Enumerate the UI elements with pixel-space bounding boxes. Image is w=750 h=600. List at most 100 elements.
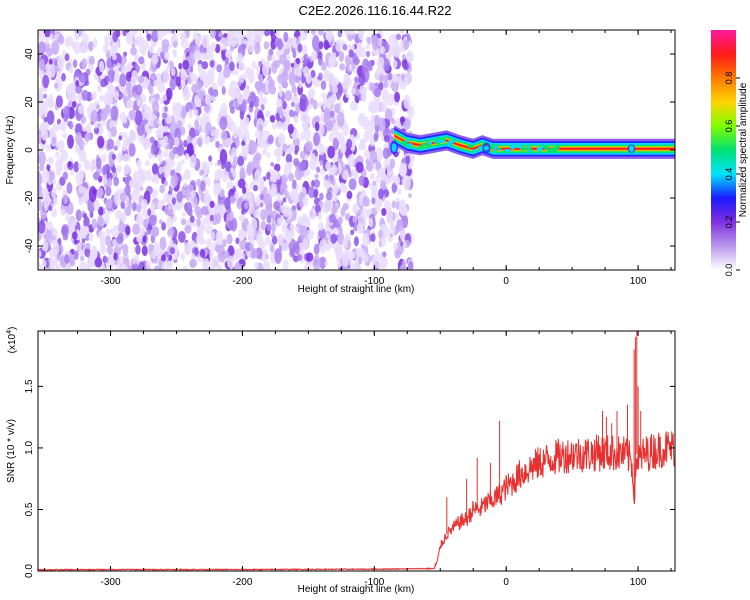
spectrogram-noise-cell xyxy=(318,41,324,50)
spectrogram-noise-cell xyxy=(159,236,167,250)
spectrogram-noise-cell xyxy=(396,75,403,84)
spectrogram-noise-cell xyxy=(239,239,248,251)
spectrogram-noise-cell xyxy=(328,132,335,143)
spectrogram-noise-cell xyxy=(151,177,156,183)
spectrogram-noise-cell xyxy=(371,190,378,199)
snr-frame xyxy=(37,330,676,572)
x-tick-label: 100 xyxy=(630,276,647,287)
spectrogram-noise-cell xyxy=(342,237,348,249)
spectrogram-noise-cell xyxy=(88,41,94,52)
spectrogram-noise-cell xyxy=(293,66,301,77)
spectrogram-ridge-blob xyxy=(401,140,408,146)
spectrogram-noise-cell xyxy=(214,162,218,167)
spectrogram-noise-cell xyxy=(345,54,352,66)
spectrogram-noise-cell xyxy=(174,136,180,148)
spectrogram-noise-cell xyxy=(277,233,285,246)
spectrogram-noise-cell xyxy=(181,212,186,217)
spectrogram-noise-cell xyxy=(383,135,390,143)
spectrogram-noise-cell xyxy=(228,121,237,133)
spectrogram-ridge-blob xyxy=(540,145,545,149)
spectrogram-noise-cell xyxy=(55,95,64,108)
x-tick-label: 0 xyxy=(503,577,509,588)
spectrogram-noise-cell xyxy=(320,80,327,90)
spectrogram-noise-cell xyxy=(178,231,186,243)
spectrogram-noise-cell xyxy=(230,88,238,98)
spectrogram-noise-cell xyxy=(273,201,281,211)
spectrogram-noise-cell xyxy=(391,73,398,84)
spectrogram-noise-cell xyxy=(225,49,232,59)
spectrogram-noise-cell xyxy=(378,73,385,83)
spectrogram-noise-cell xyxy=(142,208,148,218)
spectrogram-noise-cell xyxy=(105,228,110,236)
spectrogram-noise-cell xyxy=(262,241,267,248)
spectrogram-noise-cell xyxy=(381,208,387,216)
spectrogram-noise-cell xyxy=(305,72,312,85)
spectrogram-noise-cell xyxy=(180,159,185,165)
spectrogram-noise-cell xyxy=(368,217,374,228)
spectrogram-noise-cell xyxy=(402,241,407,249)
spectrogram-noise-cell xyxy=(379,45,386,55)
spectrogram-noise-cell xyxy=(182,59,189,70)
spectrogram-noise-cell xyxy=(161,254,166,262)
spectrogram-noise-cell xyxy=(143,218,149,229)
spectrogram-noise-cell xyxy=(277,217,283,225)
spectrogram-noise-cell xyxy=(407,105,415,119)
spectrogram-noise-cell xyxy=(354,76,359,83)
spectrogram-noise-cell xyxy=(158,219,163,225)
spectrogram-noise-cell xyxy=(339,63,346,71)
spectrogram-noise-cell xyxy=(342,202,349,211)
spectrogram-noise-cell xyxy=(255,247,263,260)
spectrogram-noise-cell xyxy=(226,180,234,190)
spectrogram-noise-cell xyxy=(353,236,359,247)
colorbar-ticks: 0.0 0.2 0.4 0.6 0.8 xyxy=(724,72,740,276)
spectrogram-noise-cell xyxy=(324,260,329,267)
spectrogram-noise-cell xyxy=(183,182,187,189)
spectrogram-ridge-blob xyxy=(472,149,477,152)
spectrogram-noise-cell xyxy=(70,168,75,176)
spectrogram-noise-cell xyxy=(151,53,158,66)
spectrogram-noise-cell xyxy=(229,195,236,204)
spectrogram-noise-cell xyxy=(133,177,140,191)
spectrogram-noise-cell xyxy=(193,50,201,61)
spectrogram-noise-cell xyxy=(158,97,164,105)
spectrogram-noise-cell xyxy=(304,128,312,142)
spectrogram-noise-cell xyxy=(46,110,55,125)
spectrogram-noise-cell xyxy=(292,50,297,59)
spectrogram-noise-cell xyxy=(180,109,187,119)
spectrogram-noise-cell xyxy=(301,213,309,225)
spectrogram-noise-cell xyxy=(163,192,169,203)
spectrogram-noise-cell xyxy=(205,213,212,226)
spectrogram-noise-cell xyxy=(375,175,380,184)
spectrogram-noise-cell xyxy=(288,71,297,87)
spectrogram-noise-cell xyxy=(134,36,142,47)
spectrogram-noise-cell xyxy=(199,248,205,258)
spectrogram-noise-cell xyxy=(237,178,246,189)
spectrogram-noise-cell xyxy=(201,34,210,48)
spectrogram-noise-cell xyxy=(323,39,330,51)
spectrogram-noise-cell xyxy=(295,37,301,46)
spectrogram-noise-cell xyxy=(131,189,139,204)
spectrogram-noise-cell xyxy=(406,52,414,63)
spectrogram-noise-cell xyxy=(250,218,258,232)
spectrogram-noise-cell xyxy=(288,172,295,182)
spectrogram-noise-cell xyxy=(197,63,203,73)
spectrogram-noise-cell xyxy=(338,216,343,225)
spectrogram-noise-cell xyxy=(52,241,60,255)
spectrogram-noise-cell xyxy=(284,90,293,102)
spectrogram-noise-cell xyxy=(181,218,187,226)
spectrogram-noise-cell xyxy=(204,93,212,106)
spectrogram-noise-cell xyxy=(325,191,333,201)
spectrogram-noise-cell xyxy=(194,206,202,215)
spectrogram-noise-cell xyxy=(380,180,386,190)
spectrogram-noise-cell xyxy=(346,138,353,149)
spectrogram-noise-cell xyxy=(200,52,206,60)
spectrogram-noise-cell xyxy=(391,79,399,93)
spectrogram-noise-cell xyxy=(145,260,152,270)
spectrogram-noise-cell xyxy=(276,120,283,130)
spectrogram-noise-cell xyxy=(51,40,60,55)
spectrogram-noise-cell xyxy=(116,165,122,174)
spectrogram-noise-cell xyxy=(154,265,160,270)
spectrogram-noise-cell xyxy=(336,111,345,128)
spectrogram-noise-cell xyxy=(209,263,215,270)
